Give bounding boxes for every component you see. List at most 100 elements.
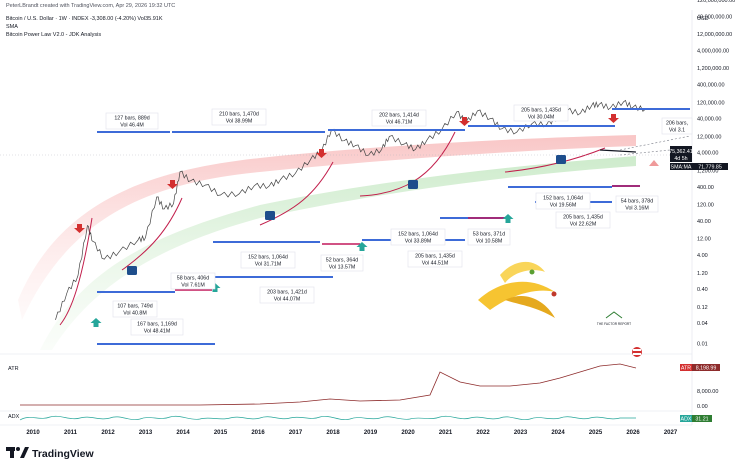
parabolic-curve-2017 [259, 161, 334, 226]
price-tick-label: 4,000.00 [697, 151, 718, 157]
svg-text:THE FACTOR REPORT: THE FACTOR REPORT [597, 322, 631, 326]
price-tick-label: 120,000.00 [697, 100, 725, 106]
adx-line [19, 415, 636, 421]
price-tick-label: 1,200.00 [697, 168, 718, 174]
annotation-volume: Vol 40.8M [123, 311, 147, 317]
year-tick-label: 2026 [626, 430, 640, 436]
atr-tick-zero: 0.00 [697, 404, 708, 410]
year-tick-label: 2023 [514, 430, 528, 436]
year-tick-label: 2027 [664, 430, 678, 436]
atr-line [20, 363, 637, 406]
parabolic-curve-2013 [121, 197, 183, 271]
annotation-bars: 203 bars, 1,421d [267, 290, 307, 296]
top-marker-2011 [74, 224, 85, 233]
annotation-bars: 202 bars, 1,414d [379, 113, 419, 119]
top-markers [74, 114, 619, 233]
price-tick-label: 120,000,000.00 [697, 0, 735, 4]
bottom-marker-2011 [90, 318, 102, 327]
year-tick-label: 2016 [251, 430, 265, 436]
price-tick-label: 40,000,000.00 [697, 14, 732, 20]
price-tick-label: 40,000.00 [697, 117, 721, 123]
top-marker-2017 [316, 149, 327, 158]
year-tick-label: 2017 [289, 430, 303, 436]
price-tick-label: 4.00 [697, 253, 708, 259]
annotation-bars: 52 bars, 364d [326, 258, 358, 264]
year-tick-label: 2014 [176, 430, 190, 436]
annotation-volume: Vol 22.62M [570, 222, 597, 228]
tradingview-logo-icon [6, 447, 29, 458]
halving-icon-2016 [265, 211, 275, 220]
atr-value: 8,198.99 [696, 366, 717, 372]
year-tick-label: 2021 [439, 430, 453, 436]
cycle-annotation[interactable]: 206 bars,Vol 3.1 [661, 117, 693, 135]
year-tick-label: 2015 [214, 430, 228, 436]
year-tick-label: 2018 [326, 430, 340, 436]
halving-icon-2012 [127, 266, 137, 275]
year-tick-label: 2025 [589, 430, 603, 436]
annotation-bars: 152 bars, 1,064d [543, 196, 583, 202]
halving-icons [127, 155, 566, 275]
year-tick-label: 2020 [401, 430, 415, 436]
sma-value-tag [692, 163, 728, 170]
bottom-marker-2022 [502, 214, 514, 223]
annotation-bars: 206 bars, [666, 121, 688, 127]
bar-countdown: 4d 5h [674, 156, 687, 162]
flag-icon [632, 347, 642, 357]
adx-value: 31.21 [695, 417, 708, 423]
price-tick-label: 40.00 [697, 219, 711, 225]
year-tick-label: 2011 [64, 430, 78, 436]
price-tick-label: 0.40 [697, 287, 708, 293]
price-axis: 400,000,000.00120,000,000.0040,000,000.0… [697, 0, 735, 348]
indicator-sma-legend[interactable]: SMA [6, 24, 18, 30]
annotation-volume: Vol 19.56M [550, 203, 577, 209]
svg-text:ADX: ADX [681, 417, 692, 423]
symbol-legend[interactable]: Bitcoin / U.S. Dollar · 1W · INDEX -3,30… [6, 16, 163, 22]
last-price-tag [670, 146, 692, 162]
annotation-bars: 167 bars, 1,169d [137, 322, 177, 328]
annotation-volume: Vol 31.71M [255, 262, 282, 268]
year-tick-label: 2022 [476, 430, 490, 436]
time-axis: 2010 2011 2012 2013 2014 2015 2016 2017 2018 2019… [26, 430, 678, 436]
year-tick-label: 2010 [26, 430, 40, 436]
top-marker-2013 [167, 180, 178, 189]
price-series-line [55, 99, 646, 320]
chart-credit: PeterLBrandt created with TradingView.co… [6, 3, 176, 9]
indicator-powerlaw-legend[interactable]: Bitcoin Power Law V2.0 - JDK Analysis [6, 32, 102, 38]
banana-illustration [478, 261, 557, 318]
year-tick-label: 2012 [101, 430, 115, 436]
last-price-value: 75,362.41 [669, 149, 693, 155]
sma-value: 71,779.85 [698, 165, 722, 171]
annotation-bars: 152 bars, 1,064d [398, 232, 438, 238]
annotation-volume: Vol 7.61M [181, 283, 205, 289]
annotation-volume: Vol 48.41M [144, 329, 171, 335]
halving-icon-2024 [556, 155, 566, 164]
price-tick-label: 400.00 [697, 185, 714, 191]
price-tick-label: 12.00 [697, 237, 711, 243]
atr-value-tag [692, 364, 720, 371]
price-tick-label: 1.20 [697, 271, 708, 277]
cycle-arrows-magenta [175, 185, 640, 291]
adx-value-tag [692, 415, 712, 422]
price-tick-label: 12,000,000.00 [697, 32, 732, 38]
annotation-volume: Vol 33.89M [405, 239, 432, 245]
factor-report-logo: THE FACTOR REPORT [597, 311, 631, 326]
currency-label: USD [697, 16, 709, 22]
price-tick-label: 12,000.00 [697, 134, 721, 140]
